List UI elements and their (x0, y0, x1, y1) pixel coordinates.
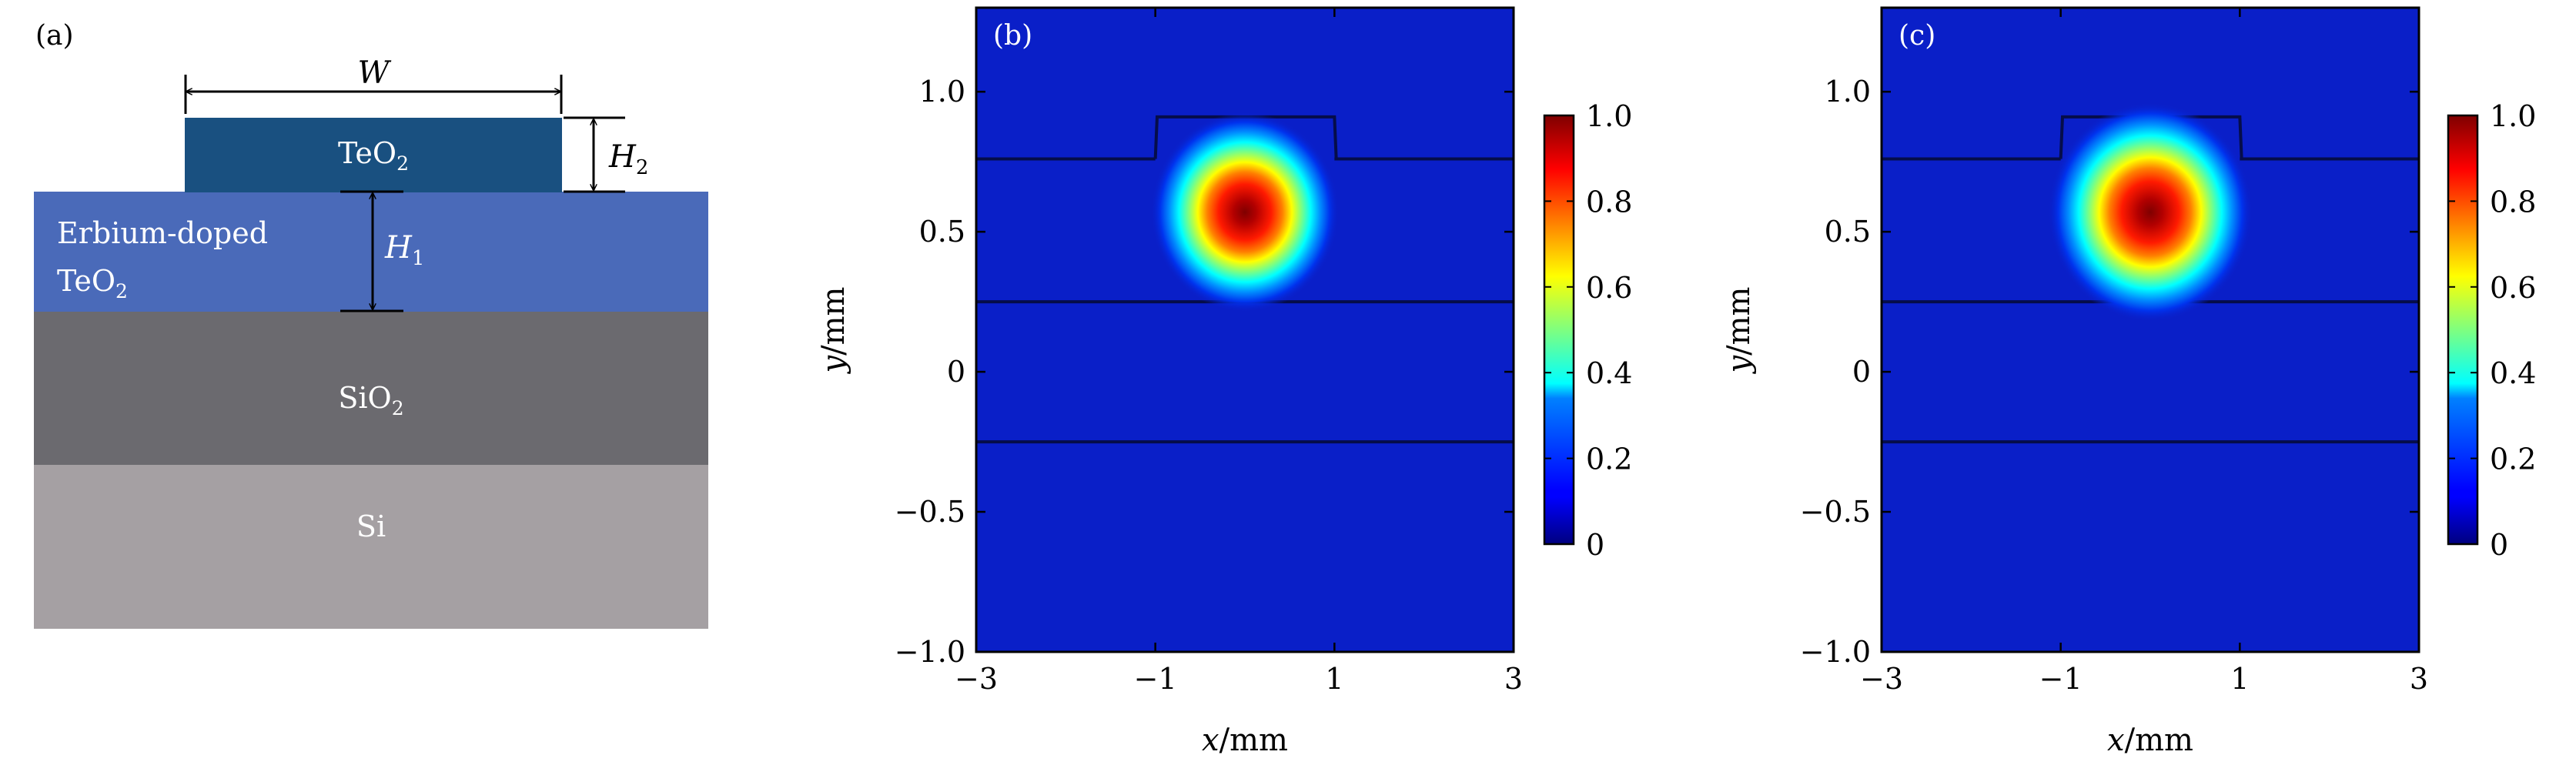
x-axis-label: x/mm (1202, 723, 1288, 758)
panel-b: (b) −3 −1 1 3 −1.0 −0.5 0 0.5 1.0 x/mm y/mm 0 0.2 0.4 0… (816, 6, 1632, 758)
y-tick-label: 1.0 (1825, 75, 1871, 109)
y-tick-label: −0.5 (1800, 495, 1871, 529)
doped-label-line1: Erbium-doped (57, 216, 268, 250)
colorbar-tick-label: 0.4 (1586, 356, 1632, 390)
x-axis-label: x/mm (2107, 723, 2193, 758)
x-tick-label: 3 (2410, 662, 2428, 696)
panel-a-label: (a) (35, 20, 74, 52)
w-label: W (357, 55, 391, 91)
colorbar-tick-label: 0 (1586, 528, 1604, 562)
colorbar-tick-label: 1.0 (1586, 99, 1632, 133)
substrate-label: Si (356, 509, 386, 543)
x-tick-label: −3 (955, 662, 998, 696)
x-tick-label: −3 (1860, 662, 1903, 696)
ridge-label: TeO2 (338, 136, 409, 175)
y-axis-label: y/mm (816, 287, 851, 375)
panel-label: (b) (993, 20, 1032, 52)
y-tick-label: −1.0 (1800, 635, 1871, 669)
doped-layer (34, 192, 708, 312)
y-tick-label: 1.0 (919, 75, 965, 109)
oxide-layer (34, 311, 708, 465)
panel-a: (a) W H2 H1 TeO2 Erbium-doped TeO2 SiO2 … (34, 20, 708, 629)
colorbar-tick-label: 0.8 (1586, 185, 1632, 219)
x-tick-label: 1 (2230, 662, 2249, 696)
colorbar-tick-label: 0.6 (2490, 271, 2536, 305)
colorbar-tick-label: 1.0 (2490, 99, 2536, 133)
y-tick-label: 0.5 (1825, 215, 1871, 249)
x-tick-label: 3 (1504, 662, 1523, 696)
colorbar-tick-label: 0 (2490, 528, 2508, 562)
colorbar-tick-label: 0.6 (1586, 271, 1632, 305)
y-axis-label: y/mm (1721, 287, 1757, 375)
doped-label-line2: TeO2 (57, 264, 128, 302)
plot-frame (975, 6, 1515, 653)
mode-profile (2048, 102, 2253, 322)
field-background (976, 8, 1514, 652)
y-tick-label: 0 (947, 355, 965, 389)
y-tick-label: 0.5 (919, 215, 965, 249)
y-tick-label: 0 (1852, 355, 1871, 389)
colorbar-tick-label: 0.8 (2490, 185, 2536, 219)
colorbar-tick-label: 0.2 (1586, 443, 1632, 476)
colorbar (2447, 114, 2479, 546)
x-tick-label: −1 (2039, 662, 2083, 696)
panel-c: (c) −3 −1 1 3 −1.0 −0.5 0 0.5 1.0 x/mm y/mm 0 0.2 0.4 0… (1721, 6, 2536, 758)
colorbar (1543, 114, 1575, 546)
h2-label: H2 (608, 139, 648, 179)
x-tick-label: −1 (1134, 662, 1177, 696)
ridge-layer (185, 118, 562, 192)
h1-label: H1 (384, 230, 424, 270)
colorbar-tick-label: 0.2 (2490, 443, 2536, 476)
panel-label: (c) (1899, 20, 1935, 52)
y-tick-label: −1.0 (895, 635, 965, 669)
substrate-layer (34, 464, 708, 629)
oxide-label: SiO2 (338, 381, 403, 419)
colorbar-tick-label: 0.4 (2490, 356, 2536, 390)
mode-profile (1150, 112, 1340, 312)
plot-frame (1880, 6, 2420, 653)
x-tick-label: 1 (1325, 662, 1343, 696)
y-tick-label: −0.5 (895, 495, 965, 529)
